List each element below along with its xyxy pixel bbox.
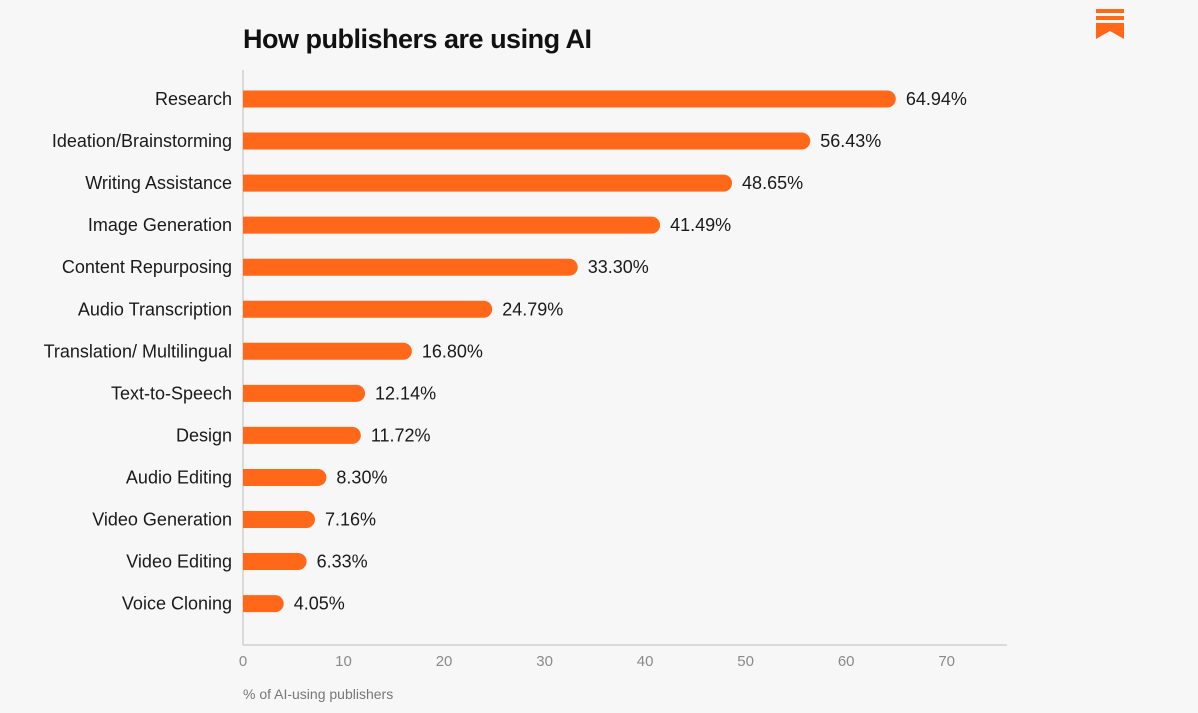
x-tick-label: 70 — [938, 653, 955, 670]
data-label: 24.79% — [502, 299, 563, 319]
data-label: 48.65% — [742, 173, 803, 193]
logo-bar-top — [1096, 9, 1124, 13]
category-label: Text-to-Speech — [111, 383, 232, 403]
bar — [243, 258, 578, 276]
bar — [243, 342, 412, 360]
category-label: Audio Transcription — [78, 299, 232, 319]
bar — [243, 216, 661, 234]
category-label: Research — [155, 89, 232, 109]
category-label: Video Generation — [92, 510, 232, 530]
x-tick-label: 50 — [737, 653, 754, 670]
data-label: 56.43% — [820, 131, 881, 151]
category-label: Content Repurposing — [62, 257, 232, 277]
logo-bar-middle — [1096, 16, 1124, 20]
data-label: 11.72% — [371, 425, 431, 445]
bar — [243, 384, 366, 402]
category-label: Ideation/Brainstorming — [52, 131, 232, 151]
x-tick-label: 60 — [838, 653, 855, 670]
bar — [243, 132, 811, 150]
bar — [243, 553, 307, 571]
bar — [243, 468, 327, 486]
category-label: Writing Assistance — [85, 173, 232, 193]
bar — [243, 511, 315, 528]
data-label: 7.16% — [325, 510, 376, 530]
x-tick-label: 0 — [239, 653, 247, 670]
category-label: Audio Editing — [126, 467, 232, 487]
data-label: 41.49% — [670, 215, 731, 235]
data-label: 33.30% — [588, 257, 649, 277]
data-label: 12.14% — [375, 383, 436, 403]
x-axis-label: % of AI-using publishers — [243, 686, 394, 702]
data-label: 4.05% — [294, 594, 345, 614]
bar — [243, 90, 896, 108]
category-label: Design — [176, 425, 232, 445]
category-label: Video Editing — [126, 552, 232, 572]
x-tick-label: 40 — [637, 653, 654, 670]
category-label: Voice Cloning — [122, 594, 232, 614]
chart-title: How publishers are using AI — [243, 24, 592, 54]
substack-logo-icon — [1096, 9, 1124, 39]
x-tick-label: 30 — [536, 653, 553, 670]
category-label: Image Generation — [88, 215, 232, 235]
x-tick-label: 10 — [335, 653, 352, 670]
data-label: 8.30% — [336, 467, 387, 487]
data-label: 64.94% — [906, 89, 967, 109]
data-label: 16.80% — [422, 341, 483, 361]
bar — [243, 300, 493, 318]
bar — [243, 174, 733, 192]
category-label: Translation/ Multilingual — [44, 341, 232, 361]
bar — [243, 595, 284, 613]
data-label: 6.33% — [317, 552, 368, 572]
logo-bookmark — [1096, 23, 1124, 39]
bar — [243, 426, 361, 444]
x-tick-label: 20 — [436, 653, 453, 670]
